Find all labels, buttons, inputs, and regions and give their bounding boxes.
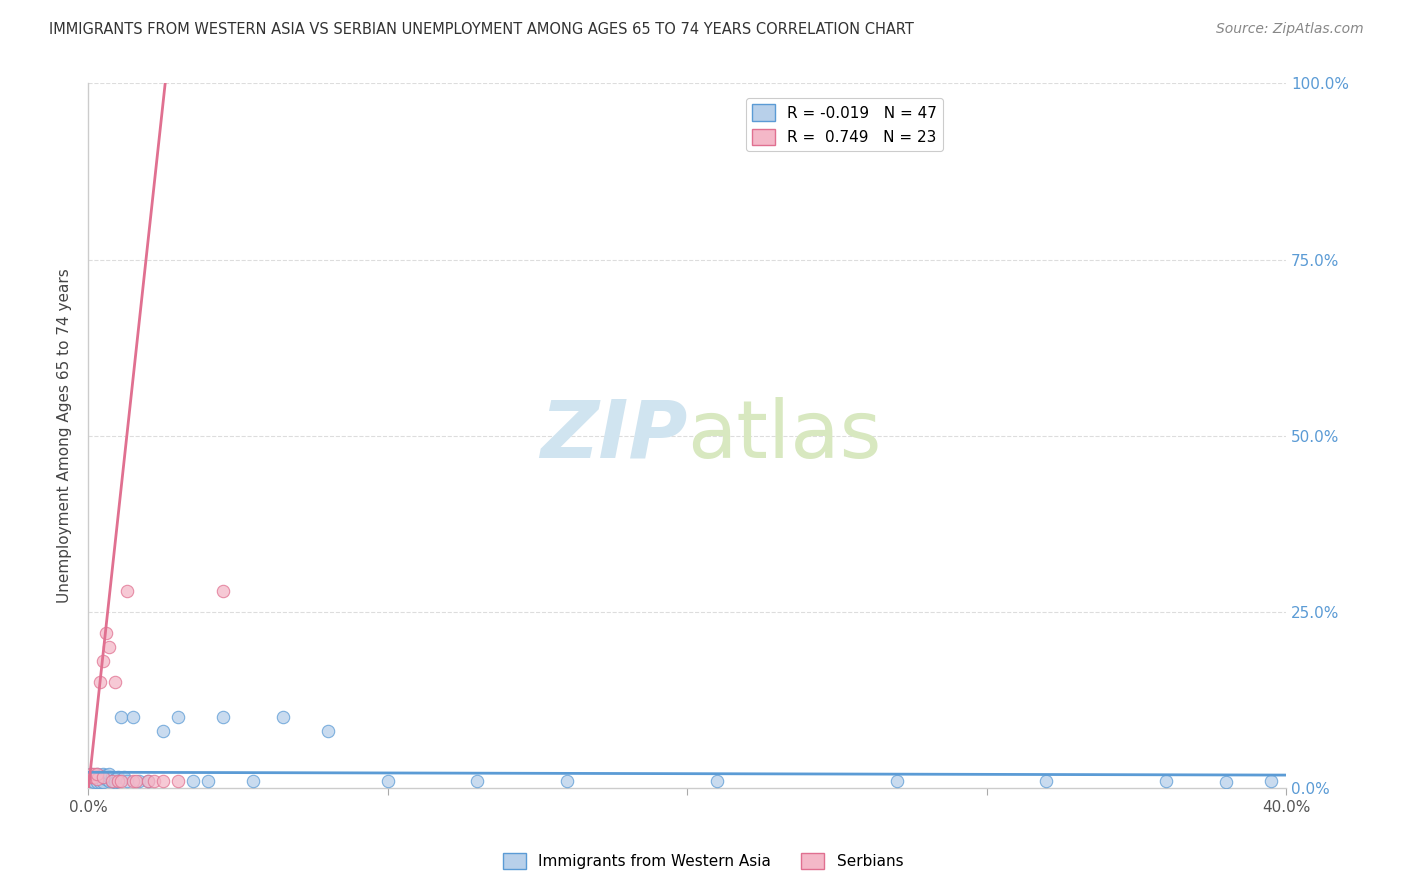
Point: [1154, 773, 1177, 788]
Point: [555, 773, 578, 788]
Point: [167, 710, 190, 724]
Point: [101, 773, 124, 788]
Point: [107, 773, 129, 788]
Point: [83, 770, 105, 784]
Point: [91, 766, 114, 780]
Point: [83, 770, 105, 784]
Point: [1215, 775, 1237, 789]
Point: [115, 583, 138, 598]
Point: [101, 770, 124, 784]
Point: [122, 710, 145, 724]
Point: [212, 710, 235, 724]
Point: [86, 766, 108, 780]
Point: [94, 772, 117, 787]
Point: [104, 775, 127, 789]
Point: [197, 773, 219, 788]
Point: [886, 773, 908, 788]
Point: [115, 773, 138, 788]
Point: [98, 773, 121, 788]
Point: [377, 773, 399, 788]
Text: Source: ZipAtlas.com: Source: ZipAtlas.com: [1216, 22, 1364, 37]
Point: [125, 773, 148, 788]
Point: [706, 773, 728, 788]
Point: [1260, 773, 1282, 788]
Point: [212, 583, 235, 598]
Point: [89, 772, 111, 787]
Point: [107, 773, 129, 788]
Point: [242, 773, 264, 788]
Point: [89, 775, 111, 789]
Point: [143, 773, 166, 788]
Text: IMMIGRANTS FROM WESTERN ASIA VS SERBIAN UNEMPLOYMENT AMONG AGES 65 TO 74 YEARS C: IMMIGRANTS FROM WESTERN ASIA VS SERBIAN …: [49, 22, 914, 37]
Point: [89, 675, 111, 690]
Legend: Immigrants from Western Asia, Serbians: Immigrants from Western Asia, Serbians: [496, 847, 910, 875]
Point: [107, 770, 129, 784]
Point: [316, 724, 339, 739]
Legend: R = -0.019   N = 47, R =  0.749   N = 23: R = -0.019 N = 47, R = 0.749 N = 23: [745, 98, 943, 152]
Point: [98, 640, 121, 654]
Point: [89, 768, 111, 782]
Point: [86, 766, 108, 780]
Point: [122, 773, 145, 788]
Text: ZIP: ZIP: [540, 397, 688, 475]
Point: [94, 625, 117, 640]
Point: [91, 654, 114, 668]
Point: [83, 766, 105, 780]
Point: [86, 772, 108, 787]
Point: [104, 772, 127, 787]
Point: [80, 770, 103, 784]
Point: [110, 773, 132, 788]
Point: [86, 775, 108, 789]
Point: [91, 775, 114, 789]
Point: [467, 773, 489, 788]
Point: [80, 766, 103, 780]
Point: [167, 773, 190, 788]
Point: [91, 770, 114, 784]
Text: atlas: atlas: [688, 397, 882, 475]
Point: [98, 770, 121, 784]
Point: [104, 675, 127, 690]
Point: [101, 773, 124, 788]
Point: [83, 775, 105, 789]
Point: [181, 773, 204, 788]
Point: [152, 724, 174, 739]
Point: [152, 773, 174, 788]
Point: [1035, 773, 1057, 788]
Point: [98, 766, 121, 780]
Point: [80, 773, 103, 788]
Point: [80, 766, 103, 780]
Point: [110, 710, 132, 724]
Point: [91, 770, 114, 784]
Point: [136, 773, 159, 788]
Point: [112, 770, 135, 784]
Point: [136, 773, 159, 788]
Y-axis label: Unemployment Among Ages 65 to 74 years: Unemployment Among Ages 65 to 74 years: [58, 268, 72, 603]
Point: [271, 710, 294, 724]
Point: [128, 773, 150, 788]
Point: [86, 770, 108, 784]
Point: [94, 768, 117, 782]
